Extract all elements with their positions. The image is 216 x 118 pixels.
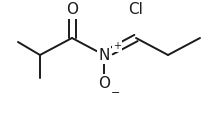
Text: +: +: [113, 41, 121, 51]
Text: N: N: [98, 48, 110, 63]
Text: O: O: [66, 2, 78, 17]
Text: O: O: [98, 76, 110, 91]
Text: −: −: [111, 88, 121, 98]
Text: Cl: Cl: [129, 2, 143, 17]
